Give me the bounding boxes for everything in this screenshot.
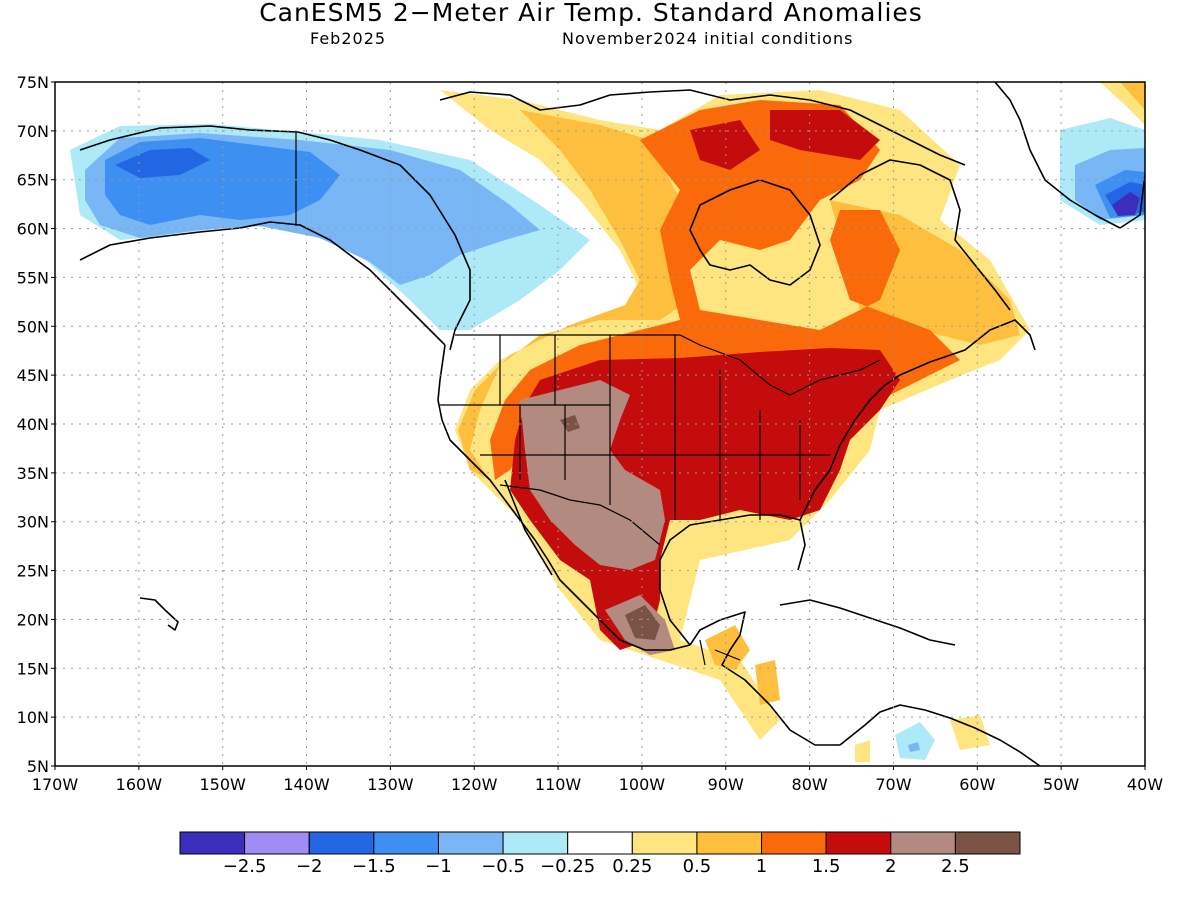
- caribbean-blue: [908, 742, 920, 752]
- colorbar-swatch: [437, 831, 504, 855]
- initial-conditions-label: November2024 initial conditions: [562, 29, 854, 48]
- coastline-gulf: [689, 611, 840, 746]
- colorbar-swatch: [308, 831, 375, 855]
- lat-label: 50N: [17, 317, 49, 336]
- colorbar-label: −0.25: [540, 856, 596, 877]
- lon-label: 90W: [708, 775, 744, 794]
- colorbar-swatch: [631, 831, 698, 855]
- lon-label: 100W: [619, 775, 666, 794]
- longitude-axis: 170W 160W 150W 140W 130W 120W 110W 100W 90W 80W 70…: [32, 766, 1163, 794]
- lon-label: 60W: [959, 775, 995, 794]
- lat-label: 25N: [17, 562, 49, 581]
- lat-label: 65N: [17, 171, 49, 190]
- political-borders: [295, 132, 881, 666]
- map-title: CanESM5 2−Meter Air Temp. Standard Anoma…: [259, 0, 923, 27]
- anomaly-region-brown-mexico: [625, 605, 660, 640]
- coastline-alaska-south: [79, 221, 446, 346]
- coastline-west-us: [437, 344, 691, 651]
- colorbar-swatch: [954, 831, 1021, 855]
- lat-label: 40N: [17, 415, 49, 434]
- lat-label: 5N: [27, 757, 49, 776]
- lat-label: 55N: [17, 268, 49, 287]
- lon-label: 140W: [283, 775, 330, 794]
- border-us-canada: [455, 334, 881, 396]
- colorbar-swatch: [373, 831, 439, 855]
- lon-label: 110W: [535, 775, 582, 794]
- valid-month-label: Feb2025: [310, 29, 387, 48]
- colorbar-label: 2.5: [941, 856, 970, 877]
- colorbar-swatch: [890, 831, 956, 855]
- gridlines: [55, 82, 1145, 766]
- caribbean-yellow: [855, 740, 870, 762]
- colorbar-swatch: [825, 831, 892, 855]
- border-us-mexico: [499, 484, 661, 546]
- lon-label: 130W: [367, 775, 414, 794]
- lat-label: 10N: [17, 708, 49, 727]
- lon-label: 80W: [792, 775, 828, 794]
- coastline-east-us: [799, 319, 1036, 521]
- colorbar-label: −2: [295, 856, 323, 877]
- border-central-america: [699, 639, 741, 666]
- coastline-baja: [504, 479, 553, 576]
- colorbar-label: −0.5: [481, 856, 525, 877]
- coastline-hudson-bay: [689, 179, 821, 286]
- border-state-lines: [440, 335, 830, 520]
- colorbar-label: 1.5: [811, 856, 841, 877]
- arctic-red-patch-2: [770, 110, 880, 160]
- lat-label: 35N: [17, 464, 49, 483]
- colorbar-label: −2.5: [222, 856, 267, 877]
- colorbar-label: 2: [885, 856, 897, 877]
- coastline-south-america: [839, 704, 1041, 766]
- lon-label: 160W: [116, 775, 163, 794]
- caribbean-light-blue: [895, 722, 935, 760]
- lon-label: 150W: [200, 775, 247, 794]
- colorbar-label: 0.25: [612, 856, 653, 877]
- colorbar: [179, 831, 1021, 855]
- coastline-mexico-gulf: [659, 514, 806, 646]
- lat-label: 75N: [17, 73, 49, 92]
- colorbar-swatch: [502, 831, 569, 855]
- colorbar-swatch: [567, 831, 633, 855]
- lat-label: 60N: [17, 220, 49, 239]
- greenland-warm-corner-2: [1120, 82, 1145, 110]
- coastline-hawaii: [139, 597, 179, 631]
- colorbar-label: −1: [425, 856, 452, 877]
- colorbar-swatch: [179, 831, 246, 855]
- lat-label: 45N: [17, 366, 49, 385]
- latitude-axis: 5N 10N 15N 20N 25N 30N 35N 40N 45N 50N 55N 60N 65N 70…: [17, 73, 55, 776]
- colorbar-label: 0.5: [682, 856, 712, 877]
- lon-label: 170W: [32, 775, 79, 794]
- lon-label: 70W: [875, 775, 911, 794]
- lat-label: 20N: [17, 610, 49, 629]
- coastline-alaska: [79, 125, 471, 351]
- central-america-orange-2: [755, 660, 780, 705]
- colorbar-swatch: [761, 831, 827, 855]
- lat-label: 70N: [17, 122, 49, 141]
- arctic-red-patch: [690, 120, 760, 170]
- coastline-greenland: [994, 82, 1145, 229]
- lon-label: 50W: [1043, 775, 1079, 794]
- lon-label: 40W: [1127, 775, 1163, 794]
- anomaly-region-orange: [458, 110, 1020, 480]
- colorbar-swatch: [696, 831, 763, 855]
- colorbar-label: 1: [755, 856, 768, 877]
- colorbar-swatch: [244, 831, 310, 855]
- anomaly-fields: [70, 82, 1145, 762]
- lon-label: 120W: [451, 775, 498, 794]
- lat-label: 30N: [17, 513, 49, 532]
- lat-label: 15N: [17, 659, 49, 678]
- anomaly-region-tan: [520, 380, 665, 570]
- coastline-cuba: [779, 599, 956, 646]
- coastline-arctic-islands: [439, 89, 966, 166]
- caribbean-yellow-2: [950, 715, 990, 750]
- greenland-cold-core: [1112, 192, 1140, 216]
- colorbar-label: −1.5: [351, 856, 396, 877]
